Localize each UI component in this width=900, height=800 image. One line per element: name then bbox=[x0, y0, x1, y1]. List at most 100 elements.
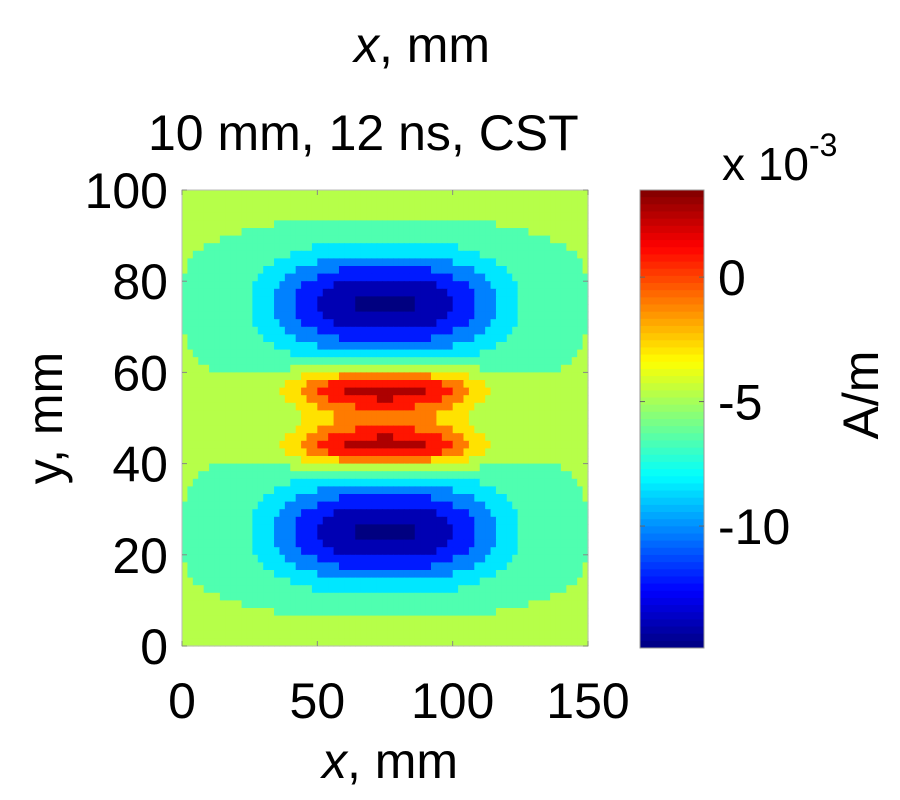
heatmap-cell bbox=[544, 615, 551, 624]
heatmap-cell bbox=[219, 615, 226, 624]
heatmap-cell bbox=[409, 615, 416, 624]
heatmap-cell bbox=[512, 235, 519, 244]
heatmap-cell bbox=[214, 288, 221, 297]
heatmap-cell bbox=[566, 380, 573, 389]
heatmap-cell bbox=[512, 440, 519, 449]
heatmap-cell bbox=[425, 425, 432, 434]
heatmap-cell bbox=[360, 387, 367, 396]
heatmap-cell bbox=[495, 250, 502, 259]
heatmap-cell bbox=[582, 509, 589, 518]
colorbar-segment bbox=[640, 368, 704, 377]
heatmap-cell bbox=[539, 562, 546, 571]
heatmap-cell bbox=[582, 273, 589, 282]
heatmap-cell bbox=[523, 197, 530, 206]
heatmap-cell bbox=[506, 524, 513, 533]
heatmap-cell bbox=[550, 402, 557, 411]
heatmap-cell bbox=[344, 516, 351, 525]
heatmap-cell bbox=[192, 273, 199, 282]
heatmap-cell bbox=[506, 372, 513, 381]
heatmap-cell bbox=[485, 349, 492, 358]
heatmap-cell bbox=[274, 592, 281, 601]
heatmap-cell bbox=[295, 220, 302, 229]
heatmap-cell bbox=[301, 258, 308, 267]
colorbar-segment bbox=[640, 590, 704, 599]
heatmap-cell bbox=[306, 608, 313, 617]
heatmap-cell bbox=[544, 266, 551, 275]
heatmap-cell bbox=[371, 212, 378, 221]
heatmap-cell bbox=[344, 532, 351, 541]
heatmap-cell bbox=[560, 448, 567, 457]
heatmap-cell bbox=[436, 197, 443, 206]
heatmap-cell bbox=[533, 554, 540, 563]
heatmap-cell bbox=[246, 547, 253, 556]
heatmap-cell bbox=[566, 532, 573, 541]
heatmap-cell bbox=[468, 372, 475, 381]
heatmap-cell bbox=[468, 456, 475, 465]
heatmap-cell bbox=[387, 577, 394, 586]
heatmap-cell bbox=[539, 281, 546, 290]
heatmap-cell bbox=[236, 357, 243, 366]
heatmap-cell bbox=[501, 220, 508, 229]
heatmap-cell bbox=[425, 562, 432, 571]
colorbar-segment bbox=[640, 419, 704, 427]
heatmap-cell bbox=[393, 486, 400, 495]
heatmap-cell bbox=[257, 440, 264, 449]
heatmap-cell bbox=[209, 235, 216, 244]
heatmap-cell bbox=[506, 448, 513, 457]
heatmap-cell bbox=[360, 440, 367, 449]
heatmap-cell bbox=[387, 342, 394, 351]
heatmap-cell bbox=[512, 516, 519, 525]
heatmap-cell bbox=[349, 364, 356, 373]
heatmap-cell bbox=[349, 402, 356, 411]
heatmap-cell bbox=[387, 615, 394, 624]
heatmap-cell bbox=[328, 600, 335, 609]
heatmap-cell bbox=[393, 243, 400, 252]
heatmap-cell bbox=[425, 585, 432, 594]
heatmap-cell bbox=[182, 501, 189, 510]
heatmap-cell bbox=[436, 471, 443, 480]
heatmap-cell bbox=[338, 334, 345, 343]
heatmap-cell bbox=[414, 471, 421, 480]
heatmap-cell bbox=[263, 380, 270, 389]
heatmap-cell bbox=[241, 273, 248, 282]
heatmap-cell bbox=[192, 410, 199, 419]
heatmap-cell bbox=[203, 212, 210, 221]
heatmap-cell bbox=[447, 585, 454, 594]
heatmap-cell bbox=[246, 197, 253, 206]
heatmap-cell bbox=[274, 440, 281, 449]
heatmap-cell bbox=[322, 228, 329, 237]
heatmap-cell bbox=[328, 486, 335, 495]
heatmap-cell bbox=[528, 592, 535, 601]
colorbar bbox=[640, 190, 704, 649]
heatmap-cell bbox=[495, 380, 502, 389]
heatmap-cell bbox=[376, 448, 383, 457]
heatmap-cell bbox=[360, 304, 367, 313]
heatmap-cell bbox=[257, 304, 264, 313]
heatmap-cell bbox=[393, 319, 400, 328]
heatmap-cell bbox=[441, 304, 448, 313]
heatmap-cell bbox=[306, 554, 313, 563]
heatmap-cell bbox=[279, 372, 286, 381]
heatmap-cell bbox=[203, 638, 210, 647]
heatmap-cell bbox=[550, 334, 557, 343]
heatmap-cell bbox=[328, 372, 335, 381]
heatmap-cell bbox=[458, 250, 465, 259]
heatmap-cell bbox=[344, 319, 351, 328]
heatmap-cell bbox=[290, 288, 297, 297]
heatmap-cell bbox=[425, 600, 432, 609]
heatmap-cell bbox=[322, 258, 329, 267]
heatmap-cell bbox=[382, 190, 389, 199]
heatmap-cell bbox=[219, 448, 226, 457]
heatmap-cell bbox=[225, 334, 232, 343]
heatmap-cell bbox=[214, 638, 221, 647]
heatmap-cell bbox=[301, 478, 308, 487]
heatmap-cell bbox=[306, 395, 313, 404]
colorbar-segment bbox=[640, 304, 704, 313]
heatmap-cell bbox=[436, 630, 443, 639]
heatmap-cell bbox=[187, 615, 194, 624]
heatmap-cell bbox=[230, 342, 237, 351]
heatmap-cell bbox=[209, 608, 216, 617]
heatmap-cell bbox=[338, 266, 345, 275]
heatmap-cell bbox=[555, 326, 562, 335]
heatmap-cell bbox=[533, 425, 540, 434]
